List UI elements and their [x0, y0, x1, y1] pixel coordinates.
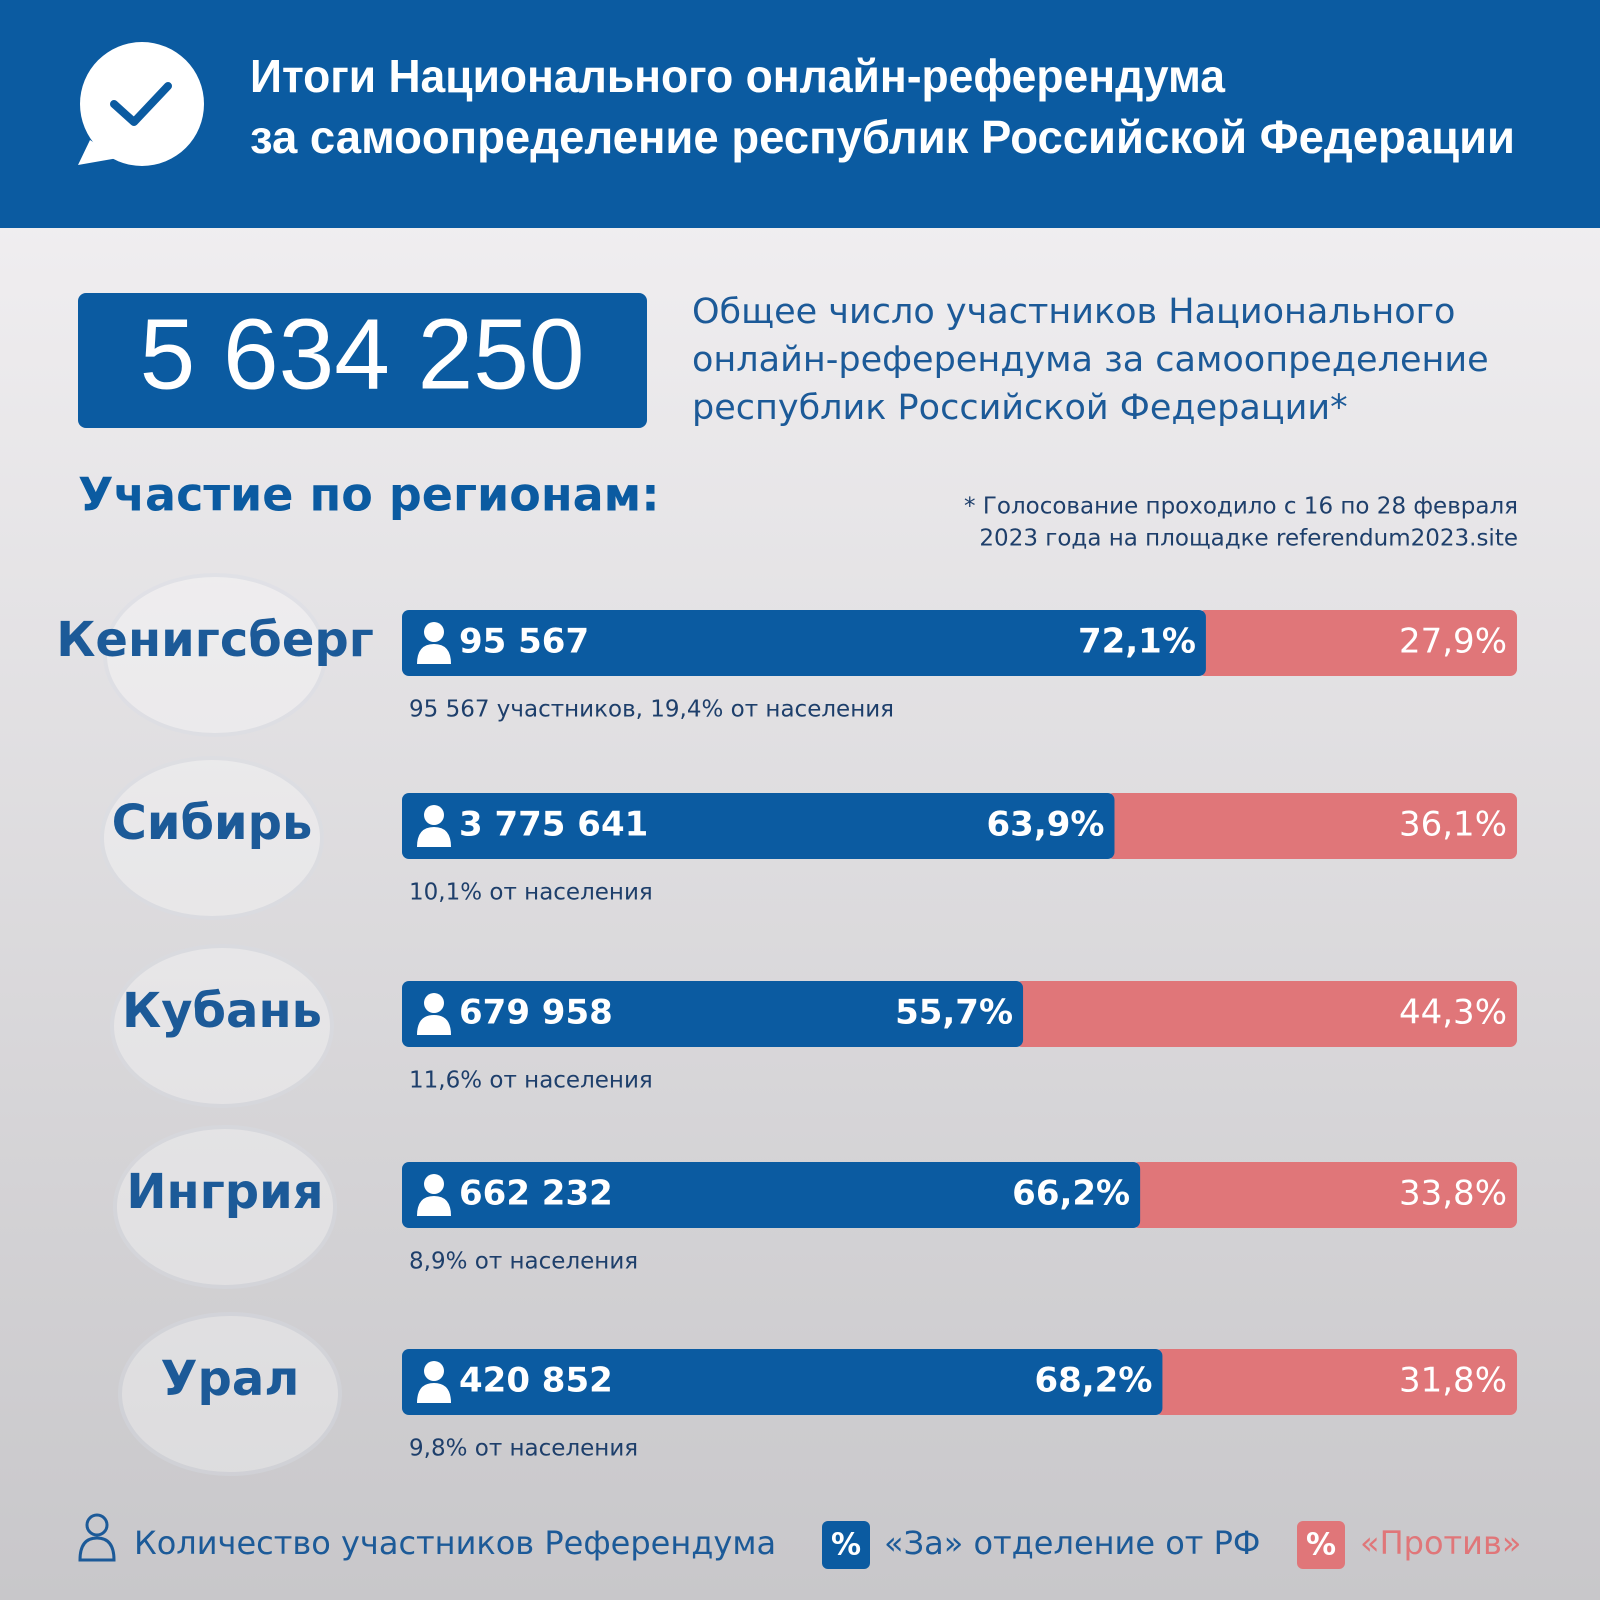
for-bar — [402, 1349, 1163, 1415]
footnote: 2023 года на площадке referendum2023.sit… — [979, 526, 1518, 552]
against-bar — [1015, 981, 1517, 1047]
person-body — [417, 827, 451, 847]
against-label: 44,3% — [1399, 993, 1507, 1033]
person-icon — [417, 1174, 451, 1216]
for-bar — [402, 981, 1024, 1047]
legend-for: «За» отделение от РФ — [884, 1524, 1260, 1562]
legend-against: «Против» — [1360, 1524, 1521, 1562]
participants: 662 232 — [459, 1174, 613, 1214]
legend-against-swatch — [1297, 1521, 1345, 1569]
region-note: 8,9% от населения — [409, 1249, 638, 1275]
participants: 3 775 641 — [459, 805, 648, 845]
total-description: Общее число участников Национального — [692, 292, 1455, 332]
region-map — [103, 573, 327, 737]
region-row: Урал 420 852 68,2% 31,8% 9,8% от населения — [118, 1312, 1517, 1476]
for-label: 72,1% — [1078, 622, 1196, 662]
region-note: 9,8% от населения — [409, 1436, 638, 1462]
region-row: Кубань 679 958 55,7% 44,3% 11,6% от населени… — [110, 944, 1517, 1108]
total-description: онлайн-референдума за самоопределение — [692, 340, 1489, 380]
region-row: Кенигсберг 95 567 72,1% 27,9% 95 567 участни… — [56, 573, 1517, 737]
legend-for-symbol: % — [831, 1528, 861, 1563]
title-line: Итоги Национального онлайн-референдума — [250, 50, 1225, 102]
for-label: 66,2% — [1012, 1174, 1130, 1214]
against-label: 36,1% — [1399, 805, 1507, 845]
region-note: 10,1% от населения — [409, 880, 653, 906]
title-line: за самоопределение республик Российской … — [250, 111, 1515, 163]
region-map — [113, 1125, 337, 1289]
region-name: Кенигсберг — [56, 612, 374, 668]
for-label: 55,7% — [895, 993, 1013, 1033]
check-icon — [78, 42, 204, 166]
person-icon — [417, 993, 451, 1035]
legend-participants: Количество участников Референдума — [134, 1524, 776, 1562]
person-body — [417, 644, 451, 664]
against-label: 33,8% — [1399, 1174, 1507, 1214]
person-body — [417, 1015, 451, 1035]
regions-heading: Участие по регионам: — [78, 468, 660, 522]
for-bar — [402, 1162, 1141, 1228]
against-bar — [1132, 1162, 1517, 1228]
person-icon — [417, 1361, 451, 1403]
for-bar — [402, 610, 1206, 676]
against-label: 27,9% — [1399, 622, 1507, 662]
legend-for-swatch — [822, 1521, 870, 1569]
for-label: 68,2% — [1034, 1361, 1152, 1401]
person-head — [424, 1174, 444, 1194]
region-name: Кубань — [122, 983, 322, 1039]
region-name: Сибирь — [112, 795, 313, 851]
person-head — [424, 805, 444, 825]
against-bar — [1106, 793, 1517, 859]
region-row: Ингрия 662 232 66,2% 33,8% 8,9% от населения — [113, 1125, 1517, 1289]
for-bar — [402, 793, 1115, 859]
region-map — [118, 1312, 342, 1476]
participants: 420 852 — [459, 1361, 613, 1401]
person-icon — [417, 622, 451, 664]
header-band — [0, 0, 1600, 228]
participants: 679 958 — [459, 993, 613, 1033]
legend: Количество участников Референдума % «За»… — [78, 1513, 1521, 1569]
person-head — [424, 993, 444, 1013]
region-row: Сибирь 3 775 641 63,9% 36,1% 10,1% от населе… — [100, 756, 1517, 920]
person-head — [424, 1361, 444, 1381]
total-value: 5 634 250 — [140, 298, 585, 410]
region-map — [110, 944, 334, 1108]
for-label: 63,9% — [987, 805, 1105, 845]
against-bar — [1154, 1349, 1517, 1415]
total-box — [78, 293, 647, 428]
against-label: 31,8% — [1399, 1361, 1507, 1401]
person-head — [424, 622, 444, 642]
footnote: * Голосование проходило с 16 по 28 февра… — [964, 494, 1518, 520]
region-name: Урал — [161, 1351, 300, 1407]
person-body — [417, 1196, 451, 1216]
regions: Кенигсберг 95 567 72,1% 27,9% 95 567 участни… — [56, 573, 1517, 1476]
region-name: Ингрия — [126, 1164, 323, 1220]
against-bar — [1197, 610, 1517, 676]
legend-against-symbol: % — [1306, 1528, 1336, 1563]
person-icon — [417, 805, 451, 847]
total-description: республик Российской Федерации* — [692, 388, 1348, 428]
region-note: 95 567 участников, 19,4% от населения — [409, 697, 894, 723]
region-map — [100, 756, 324, 920]
participants: 95 567 — [459, 622, 589, 662]
legend-person-icon — [78, 1513, 116, 1562]
person-body — [417, 1383, 451, 1403]
region-note: 11,6% от населения — [409, 1068, 653, 1094]
